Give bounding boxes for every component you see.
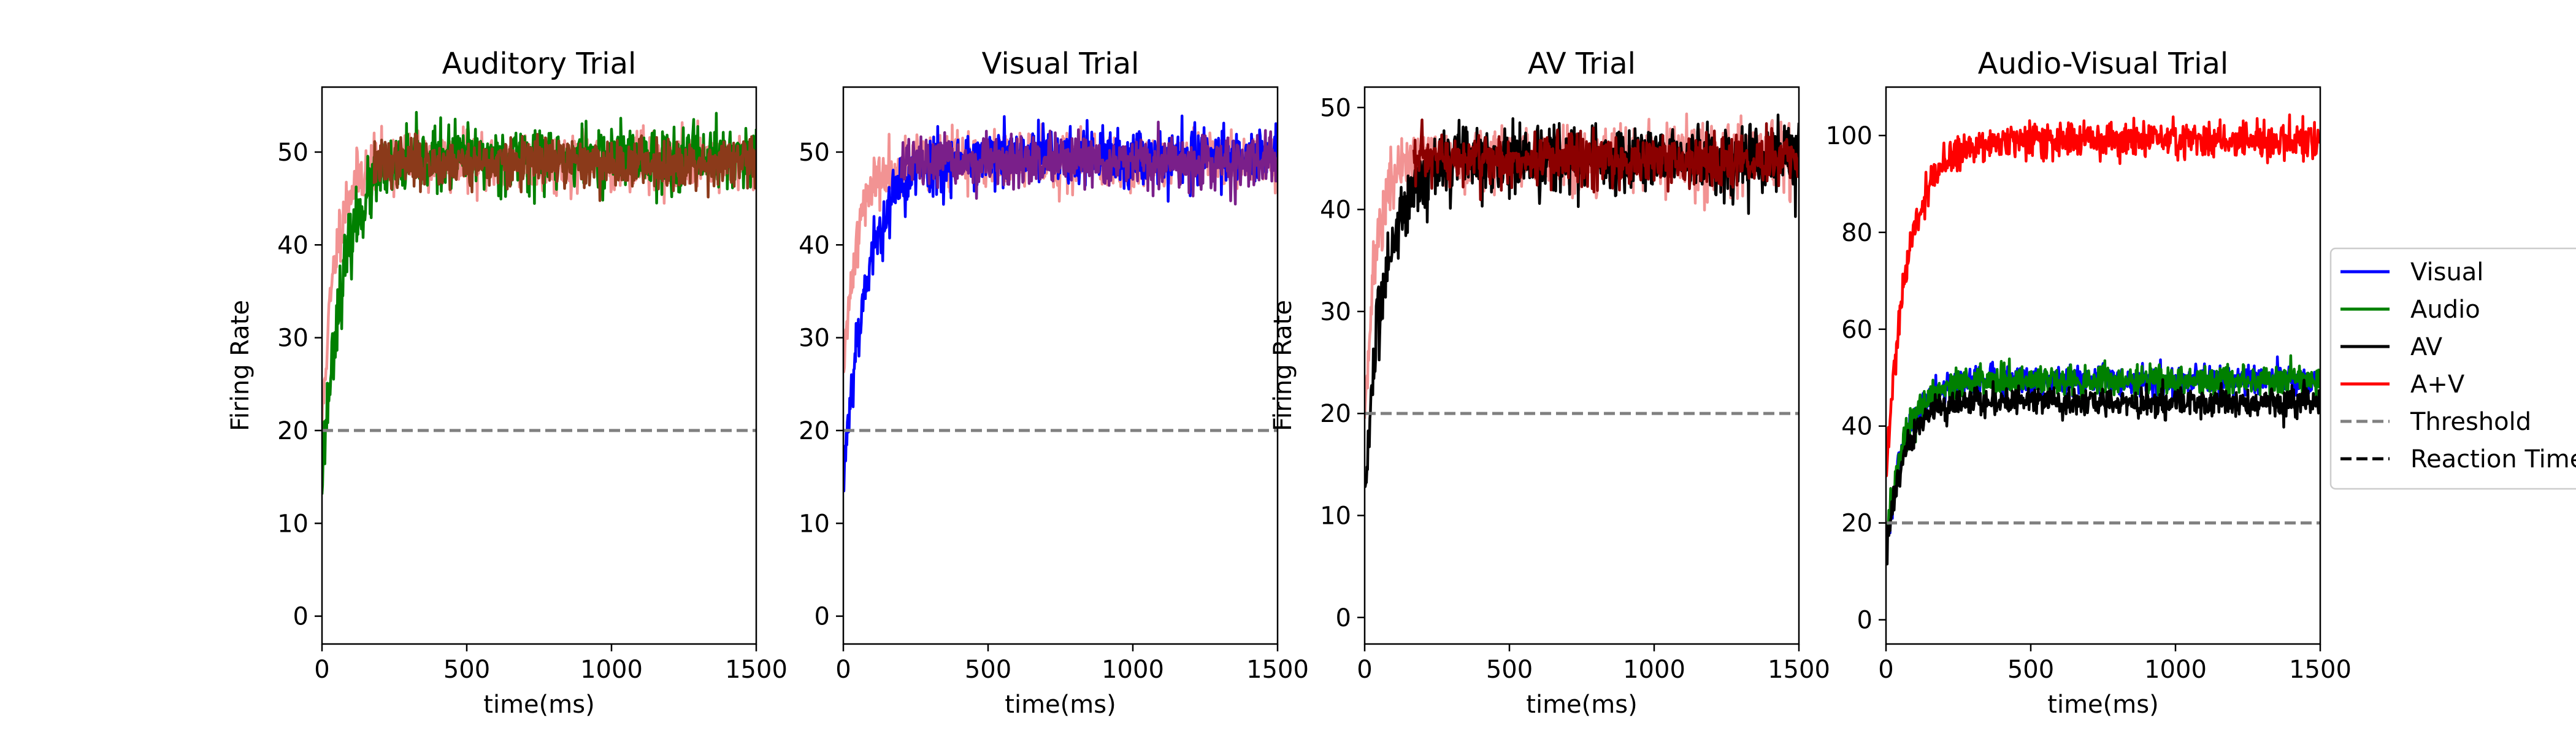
- y-tick-label: 50: [277, 139, 309, 167]
- series-line-av: [1886, 378, 2320, 565]
- y-tick-label: 30: [1320, 298, 1351, 326]
- legend-label-reaction-time: Reaction Time: [2410, 445, 2576, 473]
- y-tick-label: 40: [1320, 196, 1351, 224]
- x-axis-label: time(ms): [1005, 691, 1116, 719]
- series-line-overlap-2: [372, 132, 756, 202]
- y-tick-label: 100: [1826, 122, 1873, 150]
- plot-area: [1365, 112, 1799, 488]
- axes-frame: [842, 86, 1279, 645]
- plot-area: [322, 110, 756, 495]
- x-axis-label: time(ms): [483, 691, 594, 719]
- series-line-overlap-2: [900, 120, 1278, 205]
- legend-label-threshold: Threshold: [2410, 408, 2531, 436]
- x-tick-label: 0: [1357, 656, 1372, 684]
- legend-label-visual: Visual: [2410, 258, 2483, 286]
- legend: Visual Audio AV A+V Threshold Reaction Time: [2329, 247, 2576, 490]
- y-tick-label: 50: [799, 139, 830, 167]
- x-tick-label: 500: [965, 656, 1011, 684]
- y-tick-label: 40: [799, 231, 830, 259]
- series-line-a-v: [1886, 113, 2320, 477]
- legend-frame: [2329, 247, 2576, 490]
- y-tick-label: 0: [293, 603, 309, 631]
- x-tick-label: 0: [835, 656, 851, 684]
- axes-frame: [321, 86, 757, 645]
- y-tick-label: 0: [1857, 607, 1873, 635]
- plot-area: [1886, 113, 2320, 565]
- y-tick-label: 10: [277, 510, 309, 538]
- y-tick-label: 0: [815, 603, 830, 631]
- x-tick-label: 1000: [2144, 656, 2207, 684]
- x-tick-label: 1500: [2289, 656, 2352, 684]
- y-axis-label: Firing Rate: [226, 300, 255, 431]
- y-tick-label: 40: [1841, 413, 1873, 441]
- x-tick-label: 1500: [725, 656, 788, 684]
- subplot-1: 0 500 1000 1500 0 10 20 30 40 50 Auditory Trial tim…: [226, 47, 788, 719]
- y-tick-label: 30: [277, 324, 309, 353]
- axes-frame: [1885, 86, 2321, 645]
- y-tick-label: 0: [1336, 604, 1351, 632]
- y-tick-label: 80: [1841, 219, 1873, 247]
- x-tick-label: 500: [443, 656, 490, 684]
- subplot-title: AV Trial: [1528, 47, 1636, 81]
- x-tick-label: 1000: [580, 656, 643, 684]
- x-tick-label: 1500: [1768, 656, 1830, 684]
- y-tick-label: 50: [1320, 94, 1351, 122]
- x-tick-label: 1000: [1623, 656, 1685, 684]
- subplot-title: Auditory Trial: [442, 47, 637, 81]
- y-tick-label: 60: [1841, 316, 1873, 344]
- subplot-title: Visual Trial: [982, 47, 1140, 81]
- legend-label-a-v: A+V: [2410, 370, 2465, 399]
- legend-label-audio: Audio: [2410, 296, 2480, 324]
- subplot-2: 0 500 1000 1500 0 10 20 30 40 50 Visual Trial time(…: [799, 47, 1309, 719]
- x-tick-label: 1000: [1102, 656, 1164, 684]
- x-tick-label: 0: [314, 656, 329, 684]
- subplot-title: Audio-Visual Trial: [1978, 47, 2228, 81]
- subplot-3: 0 500 1000 1500 0 10 20 30 40 50 AV Trial time(ms) F…: [1269, 47, 1830, 719]
- legend-label-av: AV: [2410, 333, 2443, 361]
- x-tick-label: 500: [1486, 656, 1533, 684]
- y-tick-label: 10: [1320, 502, 1351, 530]
- plot-area: [843, 114, 1278, 493]
- axes-frame: [1363, 86, 1800, 645]
- x-axis-label: time(ms): [2047, 691, 2158, 719]
- x-axis-label: time(ms): [1526, 691, 1637, 719]
- series-line-overlap-2: [1412, 118, 1799, 201]
- x-tick-label: 0: [1878, 656, 1893, 684]
- y-tick-label: 20: [1320, 400, 1351, 428]
- y-tick-label: 20: [1841, 510, 1873, 538]
- subplot-4: 0 500 1000 1500 0 20 40 60 80 100 Audio-Visual Tri…: [1826, 47, 2352, 719]
- y-tick-label: 10: [799, 510, 830, 538]
- y-tick-label: 20: [277, 417, 309, 445]
- y-tick-label: 40: [277, 231, 309, 259]
- series-line-audio: [1886, 354, 2320, 559]
- y-tick-label: 20: [799, 417, 830, 445]
- y-tick-label: 30: [799, 324, 830, 353]
- y-axis-label: Firing Rate: [1269, 300, 1297, 431]
- x-tick-label: 1500: [1246, 656, 1309, 684]
- x-tick-label: 500: [2007, 656, 2054, 684]
